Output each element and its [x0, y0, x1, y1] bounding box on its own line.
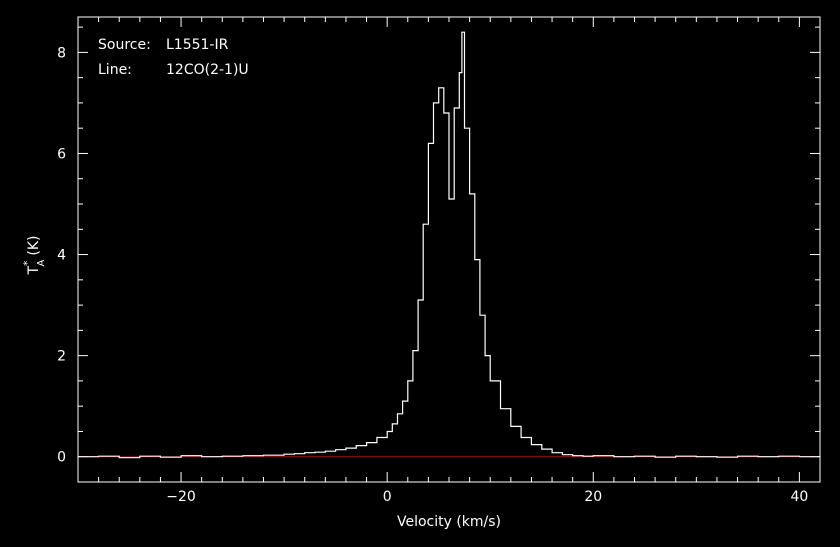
x-tick-label: 40 — [790, 489, 808, 505]
y-axis-label: T* A (K) — [21, 235, 47, 275]
axis-tick-labels: −20 0 20 40 0 2 4 6 8 — [57, 45, 808, 505]
line-key: Line: — [98, 62, 132, 78]
plot-frame — [77, 16, 821, 483]
spectrum-line — [78, 31, 821, 459]
y-axis-label-sup: * — [21, 260, 34, 266]
axis-ticks — [77, 17, 821, 482]
line-value: 12CO(2-1)U — [166, 62, 249, 78]
y-axis-label-main: T — [26, 266, 42, 276]
y-axis-label-sub: A — [36, 259, 47, 266]
y-tick-label: 6 — [57, 146, 66, 162]
y-tick-label: 0 — [57, 450, 66, 466]
y-tick-label: 4 — [57, 248, 66, 264]
source-key: Source: — [98, 37, 151, 53]
y-tick-label: 2 — [57, 349, 66, 365]
y-axis-label-unit: (K) — [26, 235, 42, 255]
x-tick-label: 0 — [383, 489, 392, 505]
source-value: L1551-IR — [166, 37, 229, 53]
y-tick-label: 8 — [57, 45, 66, 61]
svg-text:T*A(K): T* A (K) — [21, 235, 47, 275]
x-tick-label: −20 — [166, 489, 196, 505]
x-tick-label: 20 — [584, 489, 602, 505]
x-axis-label: Velocity (km/s) — [397, 514, 501, 530]
